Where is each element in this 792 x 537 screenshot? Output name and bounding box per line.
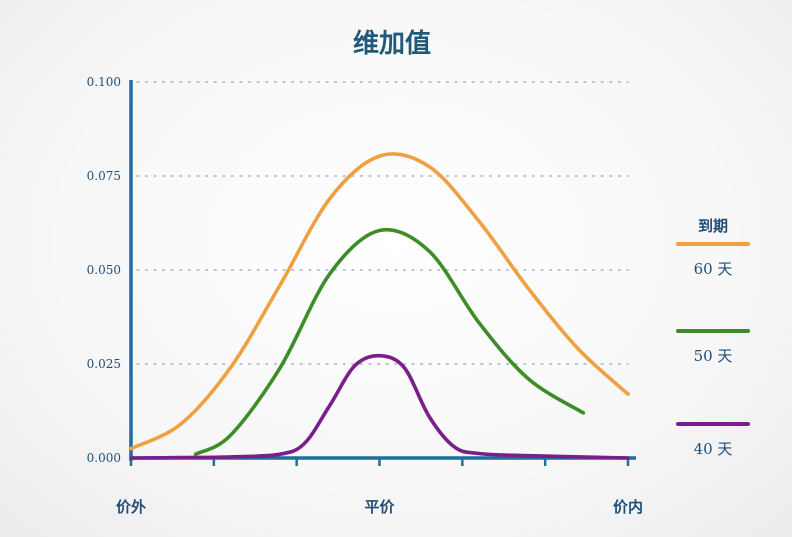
y-tick-label: 0.075	[87, 169, 121, 183]
axes	[129, 80, 636, 466]
y-tick-label: 0.000	[87, 451, 121, 465]
y-tick-labels: 0.000 0.025 0.050 0.075 0.100	[87, 75, 121, 465]
legend-label: 50 天	[694, 347, 733, 365]
x-category-labels: 价外 平价 价内	[116, 498, 643, 516]
series-line	[129, 353, 630, 460]
y-tick-label: 0.025	[87, 357, 121, 371]
legend-label: 60 天	[694, 260, 733, 278]
y-tick-label: 0.100	[87, 75, 121, 89]
legend: 到期 60 天 50 天 40 天	[676, 217, 750, 458]
legend-label: 40 天	[694, 440, 733, 458]
chart-title: 维加值	[353, 28, 431, 59]
x-category-label: 平价	[364, 498, 395, 516]
y-tick-label: 0.050	[87, 263, 121, 277]
x-category-label: 价内	[613, 498, 643, 516]
series-line	[193, 227, 586, 456]
series-line	[129, 152, 630, 451]
legend-title: 到期	[698, 217, 728, 235]
series-lines	[129, 152, 630, 460]
x-category-label: 价外	[116, 498, 146, 516]
